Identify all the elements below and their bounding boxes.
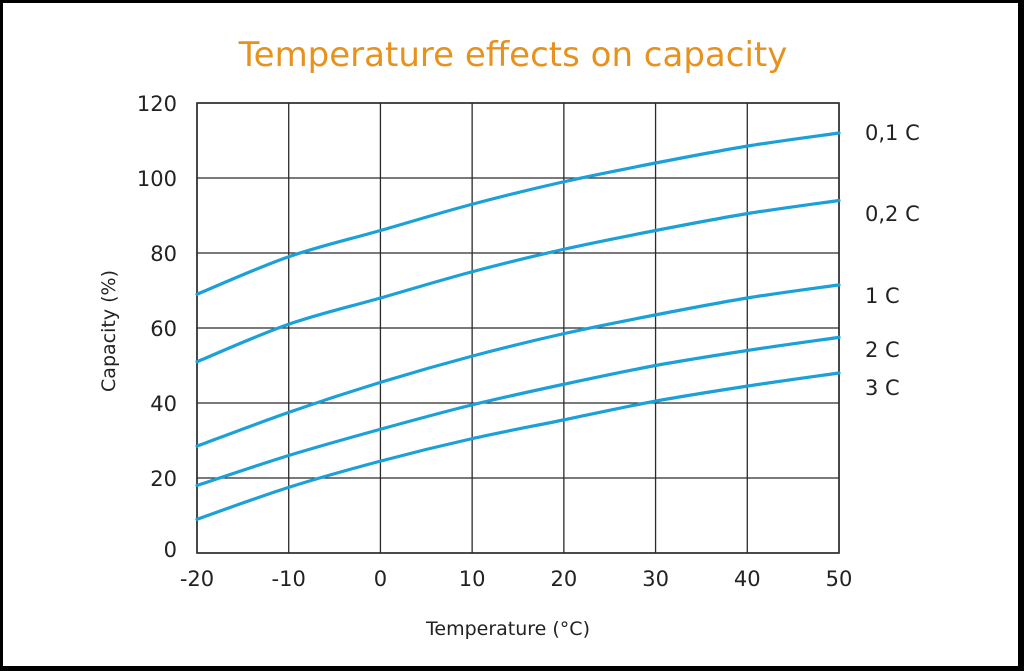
y-tick-label: 80: [150, 242, 177, 266]
y-tick-label: 20: [150, 467, 177, 491]
x-tick-label: 10: [459, 567, 486, 591]
x-tick-label: -20: [180, 567, 214, 591]
x-tick-label: 0: [374, 567, 387, 591]
y-axis-ticks: 0 20 40 60 80 100 120: [137, 92, 177, 562]
series-line: [195, 371, 841, 521]
x-axis-ticks: -20 -10 0 10 20 30 40 50: [180, 567, 853, 591]
x-tick-label: 30: [642, 567, 669, 591]
chart-svg: Temperature effects on capacity -20 -10 0 1…: [98, 35, 920, 640]
series-line: [195, 335, 841, 488]
y-tick-label: 60: [150, 317, 177, 341]
series-line: [195, 131, 841, 296]
series-line: [195, 283, 841, 448]
series-labels: 0,1 C 0,2 C 1 C 2 C 3 C: [865, 121, 920, 400]
series-label: 3 C: [865, 376, 900, 400]
gridlines: [196, 102, 840, 554]
series-label: 1 C: [865, 284, 900, 308]
x-tick-label: 40: [734, 567, 761, 591]
chart-title: Temperature effects on capacity: [238, 35, 788, 75]
x-axis-label: Temperature (°C): [425, 618, 590, 640]
y-tick-label: 40: [150, 392, 177, 416]
x-tick-label: 50: [826, 567, 853, 591]
y-tick-label: 100: [137, 167, 177, 191]
x-tick-label: -10: [272, 567, 306, 591]
series-label: 0,2 C: [865, 202, 920, 226]
chart-frame: Temperature effects on capacity -20 -10 0 1…: [3, 3, 1018, 666]
x-tick-label: 20: [550, 567, 577, 591]
y-tick-label: 120: [137, 92, 177, 116]
y-tick-label: 0: [164, 538, 177, 562]
series-label: 0,1 C: [865, 121, 920, 145]
series-label: 2 C: [865, 338, 900, 362]
series-lines: [195, 131, 841, 521]
y-axis-label: Capacity (%): [98, 270, 120, 392]
series-line: [195, 198, 841, 364]
plot-border: [196, 102, 840, 554]
